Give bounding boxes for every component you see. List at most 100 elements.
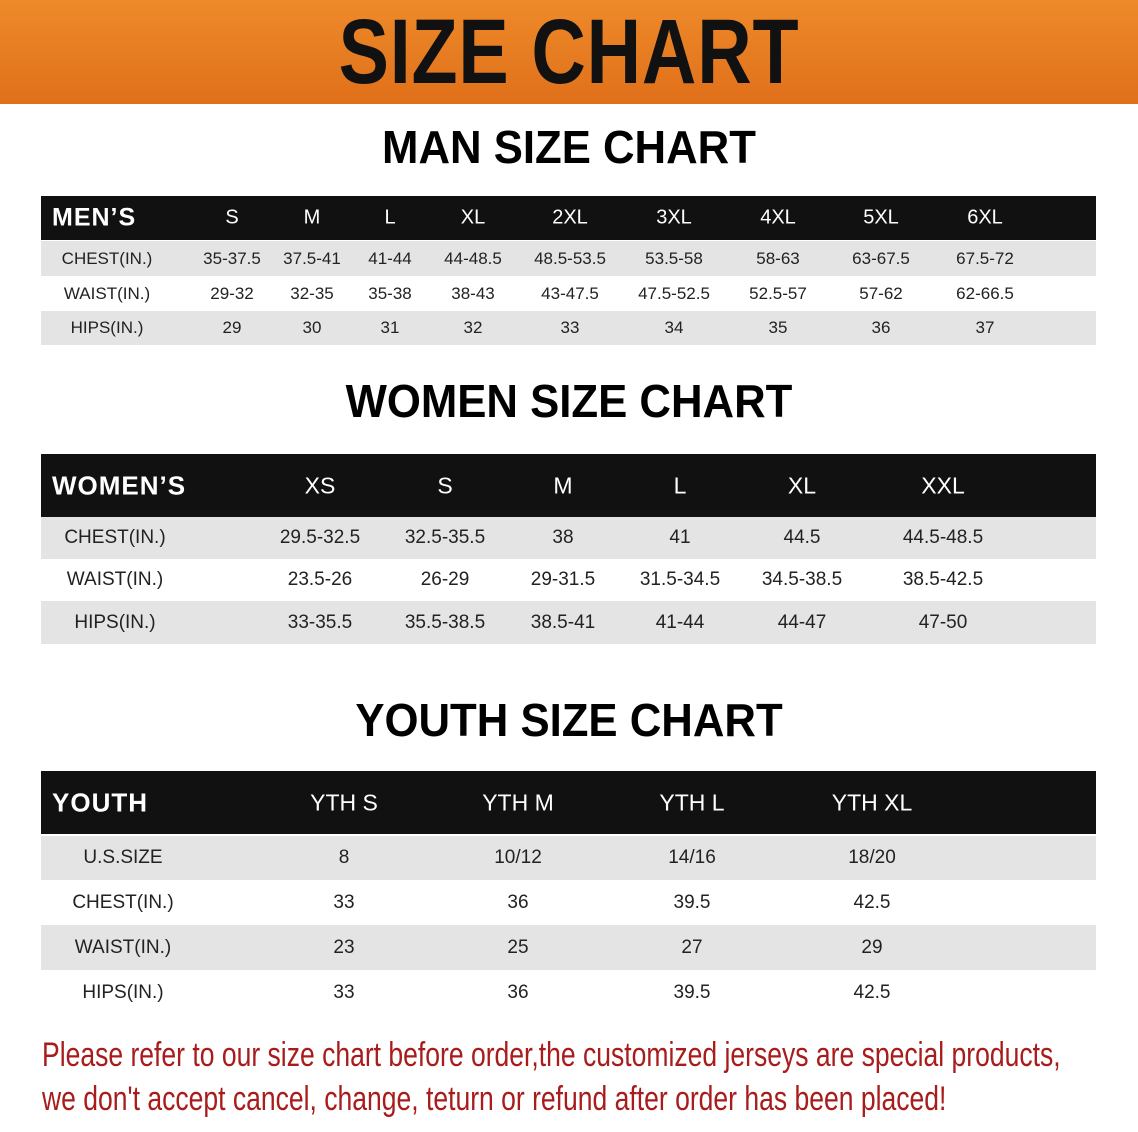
table-header: MEN’S S M L XL 2XL 3XL 4XL 5XL 6XL [41, 196, 1096, 240]
size-column-header: S [437, 472, 453, 498]
table-cell: 36 [871, 318, 891, 337]
row-label: CHEST(IN.) [64, 527, 166, 548]
table-cell: 30 [302, 318, 322, 337]
size-column-header: YTH L [659, 789, 725, 815]
table-cell: 38.5-41 [530, 611, 596, 633]
table-header: WOMEN’S XS S M L XL XXL [41, 454, 1096, 517]
table-cell: 47-50 [918, 611, 968, 633]
table-cell: 39.5 [673, 891, 711, 913]
header-label: WOMEN’S [52, 470, 187, 500]
table-cell: 29-31.5 [530, 569, 596, 590]
size-column-header: 4XL [760, 206, 796, 229]
size-column-header: YTH XL [831, 789, 913, 815]
table-cell: 32-35 [290, 283, 334, 303]
table-cell: 29.5-32.5 [279, 527, 361, 548]
table-row: WAIST(IN.) 23.5-26 26-29 29-31.5 31.5-34.5 34… [41, 559, 1096, 601]
table-cell: 36 [507, 981, 529, 1003]
table-row: WAIST(IN.) 29-32 32-35 35-38 38-43 43-47.5 47.… [41, 276, 1096, 311]
table-cell: 33 [560, 318, 580, 337]
table-cell: 8 [338, 847, 350, 868]
table-cell: 34 [664, 318, 684, 337]
table-cell: 41 [669, 527, 691, 548]
table-cell: 41-44 [368, 248, 412, 268]
row-label: WAIST(IN.) [66, 569, 164, 590]
table-cell: 39.5 [673, 981, 711, 1003]
table-cell: 34.5-38.5 [761, 569, 843, 590]
table-cell: 36 [507, 891, 529, 913]
table-cell: 31.5-34.5 [639, 569, 721, 590]
header-label: YOUTH [52, 787, 148, 817]
table-cell: 44-48.5 [444, 248, 502, 268]
size-column-header: XS [304, 472, 336, 498]
size-column-header: XL [787, 472, 817, 498]
size-column-header: 2XL [552, 206, 588, 229]
row-label: HIPS(IN.) [82, 981, 164, 1003]
table-cell: 37 [975, 318, 995, 337]
table-cell: 29-32 [210, 283, 254, 303]
table-cell: 44.5 [783, 527, 821, 548]
table-cell: 41-44 [655, 611, 705, 633]
table-row: HIPS(IN.) 29 30 31 32 33 34 35 36 37 [41, 311, 1096, 345]
women-size-table: WOMEN’S XS S M L XL XXL CHEST(IN.) 29.5-32.5 32.5… [41, 454, 1096, 644]
size-column-header: 6XL [967, 206, 1003, 229]
table-cell: 62-66.5 [956, 283, 1014, 303]
notice-line-1: Please refer to our size chart before or… [42, 1036, 1061, 1074]
table-cell: 18/20 [848, 847, 896, 868]
men-size-table: MEN’S S M L XL 2XL 3XL 4XL 5XL 6XL CHEST(IN.) 35-37… [41, 196, 1096, 346]
table-cell: 23 [333, 936, 355, 958]
table-cell: 43-47.5 [541, 283, 599, 303]
size-column-header: M [553, 472, 573, 498]
size-column-header: 5XL [863, 206, 899, 229]
table-cell: 33 [333, 891, 355, 913]
table-cell: 38-43 [451, 283, 495, 303]
size-column-header: L [384, 206, 396, 229]
youth-size-table: YOUTH YTH S YTH M YTH L YTH XL U.S.SIZE 8 10/12… [41, 771, 1096, 1016]
table-cell: 42.5 [853, 981, 891, 1003]
table-cell: 35 [768, 318, 788, 337]
table-cell: 44-47 [777, 611, 827, 633]
row-label: HIPS(IN.) [74, 611, 156, 633]
table-cell: 53.5-58 [645, 248, 703, 268]
table-cell: 26-29 [420, 569, 470, 590]
table-cell: 32.5-35.5 [404, 527, 486, 548]
table-cell: 33-35.5 [287, 611, 353, 633]
table-cell: 29 [861, 936, 883, 958]
size-column-header: L [673, 472, 687, 498]
table-cell: 35-38 [368, 283, 412, 303]
row-label: WAIST(IN.) [74, 936, 172, 958]
table-cell: 52.5-57 [749, 283, 807, 303]
table-cell: 57-62 [859, 283, 903, 303]
table-cell: 29 [222, 318, 242, 337]
row-label: U.S.SIZE [83, 847, 163, 868]
table-cell: 35.5-38.5 [404, 611, 486, 633]
table-cell: 10/12 [494, 847, 542, 868]
size-column-header: XXL [921, 472, 965, 498]
table-cell: 27 [681, 936, 703, 958]
table-cell: 42.5 [853, 891, 891, 913]
banner: SIZE CHART [0, 0, 1138, 104]
table-cell: 38.5-42.5 [902, 569, 984, 590]
table-cell: 23.5-26 [287, 569, 353, 590]
youth-section-title: YOUTH SIZE CHART [355, 694, 783, 746]
women-section-title: WOMEN SIZE CHART [345, 375, 793, 427]
table-cell: 44.5-48.5 [902, 527, 984, 548]
table-cell: 14/16 [668, 847, 716, 868]
table-cell: 47.5-52.5 [638, 283, 710, 303]
table-cell: 35-37.5 [203, 248, 261, 268]
table-row: CHEST(IN.) 29.5-32.5 32.5-35.5 38 41 44.5 44.5… [41, 517, 1096, 559]
table-cell: 33 [333, 981, 355, 1003]
table-header: YOUTH YTH S YTH M YTH L YTH XL [41, 771, 1096, 834]
table-cell: 32 [463, 318, 483, 337]
table-row: HIPS(IN.) 33-35.5 35.5-38.5 38.5-41 41-44 44-… [41, 601, 1096, 644]
row-label: CHEST(IN.) [72, 891, 174, 913]
size-column-header: S [225, 206, 239, 229]
table-row: WAIST(IN.) 23 25 27 29 [41, 925, 1096, 970]
size-column-header: M [303, 206, 321, 229]
row-label: WAIST(IN.) [63, 283, 151, 303]
table-cell: 48.5-53.5 [534, 248, 606, 268]
size-column-header: 3XL [656, 206, 692, 229]
table-cell: 38 [552, 527, 574, 548]
table-cell: 37.5-41 [283, 248, 341, 268]
header-label: MEN’S [52, 203, 137, 232]
table-row: HIPS(IN.) 33 36 39.5 42.5 [41, 970, 1096, 1015]
